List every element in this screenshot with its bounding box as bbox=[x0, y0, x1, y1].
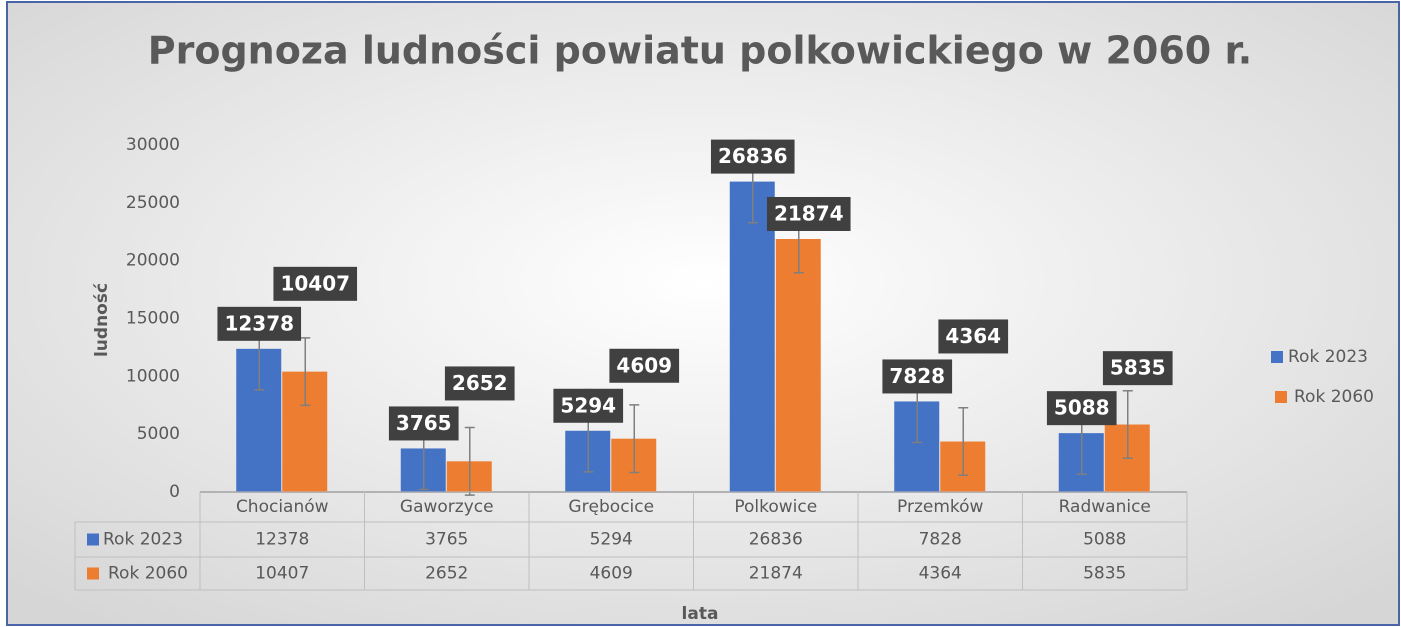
y-tick-label: 15000 bbox=[126, 309, 180, 329]
table-value: 4364 bbox=[919, 564, 962, 584]
x-tick-label: Chocianów bbox=[236, 497, 329, 517]
table-series-name: Rok 2060 bbox=[108, 564, 188, 584]
legend-key bbox=[1271, 351, 1283, 363]
data-label: 10407 bbox=[280, 271, 350, 295]
table-value: 12378 bbox=[255, 530, 309, 550]
error-bar bbox=[464, 426, 475, 496]
table-value: 10407 bbox=[255, 564, 309, 584]
data-label-box bbox=[609, 348, 680, 383]
table-legend-key bbox=[87, 567, 99, 580]
legend-key bbox=[1275, 391, 1287, 403]
x-tick-label: Radwanice bbox=[1059, 497, 1151, 517]
data-label: 3765 bbox=[396, 411, 452, 435]
chart-title: Prognoza ludności powiatu polkowickiego … bbox=[148, 29, 1252, 73]
error-bar bbox=[1122, 389, 1133, 460]
data-label-box bbox=[1046, 391, 1117, 426]
table-value: 21874 bbox=[749, 564, 803, 584]
data-label-box bbox=[882, 359, 953, 394]
error-bar bbox=[300, 337, 311, 407]
data-label-box bbox=[217, 306, 302, 341]
chart-area bbox=[6, 1, 1400, 626]
data-label: 4609 bbox=[616, 353, 672, 377]
y-tick-label: 30000 bbox=[126, 135, 180, 155]
data-label: 4364 bbox=[945, 324, 1001, 348]
x-tick-label: Grębocice bbox=[568, 497, 654, 517]
data-label-box bbox=[766, 196, 851, 231]
y-tick-label: 5000 bbox=[137, 424, 180, 444]
data-label-box bbox=[273, 266, 358, 301]
y-tick-label: 10000 bbox=[126, 366, 180, 386]
bar bbox=[775, 238, 821, 492]
error-bar bbox=[629, 404, 640, 474]
data-label: 2652 bbox=[452, 371, 508, 395]
table-value: 2652 bbox=[425, 564, 468, 584]
error-bar bbox=[958, 406, 969, 477]
data-label-box bbox=[388, 406, 459, 441]
table-value: 3765 bbox=[425, 530, 468, 550]
data-label: 5835 bbox=[1110, 356, 1166, 380]
table-legend-key bbox=[87, 533, 99, 546]
data-label: 5088 bbox=[1054, 396, 1110, 420]
table-series-name: Rok 2023 bbox=[103, 530, 183, 550]
data-label: 12378 bbox=[224, 311, 294, 335]
y-tick-label: 25000 bbox=[126, 193, 180, 213]
table-value: 5294 bbox=[590, 530, 633, 550]
data-label: 5294 bbox=[560, 393, 616, 417]
data-label-box bbox=[710, 139, 795, 174]
x-axis-label: lata bbox=[682, 604, 719, 624]
table-value: 26836 bbox=[749, 530, 803, 550]
data-label: 7828 bbox=[889, 364, 945, 388]
data-label-box bbox=[938, 319, 1009, 354]
y-tick-label: 20000 bbox=[126, 251, 180, 271]
y-tick-label: 0 bbox=[169, 482, 180, 502]
legend-label: Rok 2023 bbox=[1288, 347, 1368, 367]
data-label-box bbox=[553, 388, 624, 423]
x-tick-label: Gaworzyce bbox=[400, 497, 494, 517]
data-label: 21874 bbox=[774, 201, 844, 225]
table-value: 5088 bbox=[1083, 530, 1126, 550]
legend-label: Rok 2060 bbox=[1294, 387, 1374, 407]
bar bbox=[729, 181, 775, 493]
table-value: 5835 bbox=[1083, 564, 1126, 584]
data-label-box bbox=[1102, 351, 1173, 386]
table-value: 4609 bbox=[590, 564, 633, 584]
data-label: 26836 bbox=[718, 144, 788, 168]
table-value: 7828 bbox=[919, 530, 962, 550]
x-tick-label: Przemków bbox=[897, 497, 984, 517]
x-tick-label: Polkowice bbox=[734, 497, 817, 517]
data-label-box bbox=[444, 366, 515, 401]
y-axis-label: ludność bbox=[92, 283, 112, 357]
